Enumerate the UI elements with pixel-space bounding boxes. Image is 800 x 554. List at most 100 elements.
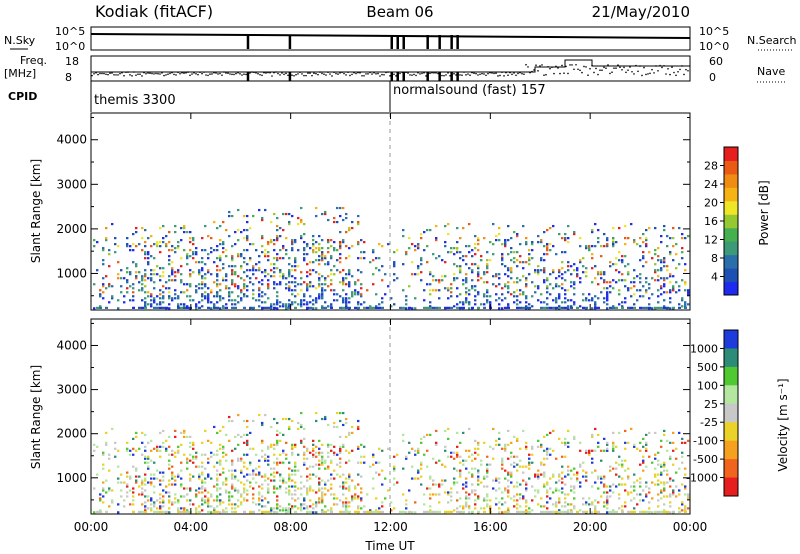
power-echo	[414, 245, 417, 248]
velocity-echo	[303, 445, 306, 448]
velocity-echo	[585, 510, 588, 513]
velocity-echo	[390, 509, 393, 512]
power-echo	[222, 241, 225, 244]
velocity-echo	[603, 483, 606, 486]
velocity-echo	[537, 445, 540, 448]
velocity-echo	[276, 511, 279, 514]
velocity-echo	[330, 473, 333, 476]
power-echo	[291, 214, 294, 218]
power-echo	[561, 237, 564, 240]
power-echo	[606, 239, 609, 242]
velocity-echo	[324, 487, 327, 490]
colorbar-swatch	[724, 200, 738, 215]
power-echo	[627, 287, 630, 290]
power-echo	[675, 267, 678, 270]
power-echo	[621, 255, 624, 258]
power-echo	[105, 275, 108, 278]
power-echo	[588, 299, 591, 302]
power-echo	[204, 297, 207, 300]
power-echo	[663, 306, 666, 309]
power-echo	[144, 228, 147, 232]
power-echo	[408, 285, 411, 288]
power-echo	[246, 214, 249, 218]
power-echo	[141, 237, 144, 240]
power-echo	[306, 283, 309, 286]
freq-dropout	[396, 72, 399, 81]
velocity-echo	[246, 479, 249, 482]
power-echo	[174, 293, 177, 296]
power-echo	[660, 241, 663, 244]
velocity-echo	[213, 507, 216, 510]
power-echo	[165, 243, 168, 246]
power-echo	[231, 291, 234, 294]
power-echo	[528, 263, 531, 266]
velocity-echo	[252, 447, 255, 450]
freq-dropout	[390, 72, 393, 81]
velocity-echo	[297, 487, 300, 490]
power-echo	[465, 297, 468, 300]
y-tick-label: 1000	[56, 471, 87, 485]
velocity-echo	[273, 491, 276, 494]
power-echo	[168, 291, 171, 294]
velocity-echo	[294, 499, 297, 502]
velocity-echo	[468, 511, 471, 514]
power-echo	[477, 291, 480, 294]
nave-dot	[447, 72, 449, 74]
velocity-echo	[516, 507, 519, 510]
power-echo	[570, 281, 573, 284]
x-tick-label: 00:00	[74, 520, 109, 534]
power-echo	[558, 271, 561, 274]
nave-dot	[415, 74, 417, 77]
velocity-echo	[594, 481, 597, 484]
velocity-echo	[480, 481, 483, 484]
power-echo	[276, 237, 279, 240]
power-echo	[468, 307, 471, 310]
velocity-echo	[132, 491, 135, 494]
power-echo	[420, 257, 423, 260]
power-echo	[258, 289, 261, 292]
power-echo	[135, 277, 138, 280]
velocity-echo	[345, 510, 348, 513]
power-echo	[612, 245, 615, 248]
velocity-echo	[111, 427, 114, 431]
power-echo	[588, 245, 591, 248]
colorbar-swatch	[724, 403, 738, 423]
power-echo	[363, 251, 366, 254]
velocity-echo	[126, 449, 129, 452]
power-echo	[570, 273, 573, 276]
velocity-echo	[675, 495, 678, 498]
power-echo	[306, 289, 309, 292]
power-echo	[549, 293, 552, 296]
nsearch-tick-bottom: 10^0	[699, 40, 729, 53]
power-echo	[252, 289, 255, 292]
power-echo	[627, 289, 630, 292]
power-echo	[342, 299, 345, 302]
nave-dot	[639, 65, 641, 67]
velocity-echo	[339, 499, 342, 502]
velocity-echo	[213, 510, 216, 513]
velocity-echo	[153, 491, 156, 494]
power-echo	[468, 245, 471, 248]
power-echo	[117, 245, 120, 248]
power-echo	[219, 255, 222, 258]
power-echo	[324, 210, 327, 214]
power-echo	[486, 263, 489, 266]
colorbar-swatch	[724, 160, 738, 175]
power-echo	[342, 279, 345, 282]
power-echo	[300, 271, 303, 274]
velocity-echo	[135, 467, 138, 470]
power-echo	[252, 306, 255, 309]
power-echo	[276, 295, 279, 298]
velocity-echo	[660, 473, 663, 476]
velocity-echo	[453, 509, 456, 512]
power-echo	[612, 243, 615, 246]
velocity-echo	[462, 487, 465, 490]
velocity-echo	[630, 491, 633, 494]
velocity-echo	[366, 510, 369, 513]
velocity-echo	[546, 449, 549, 452]
velocity-echo	[546, 451, 549, 454]
velocity-echo	[450, 487, 453, 490]
power-echo	[360, 293, 363, 296]
velocity-echo	[642, 437, 645, 440]
velocity-echo	[372, 453, 375, 456]
